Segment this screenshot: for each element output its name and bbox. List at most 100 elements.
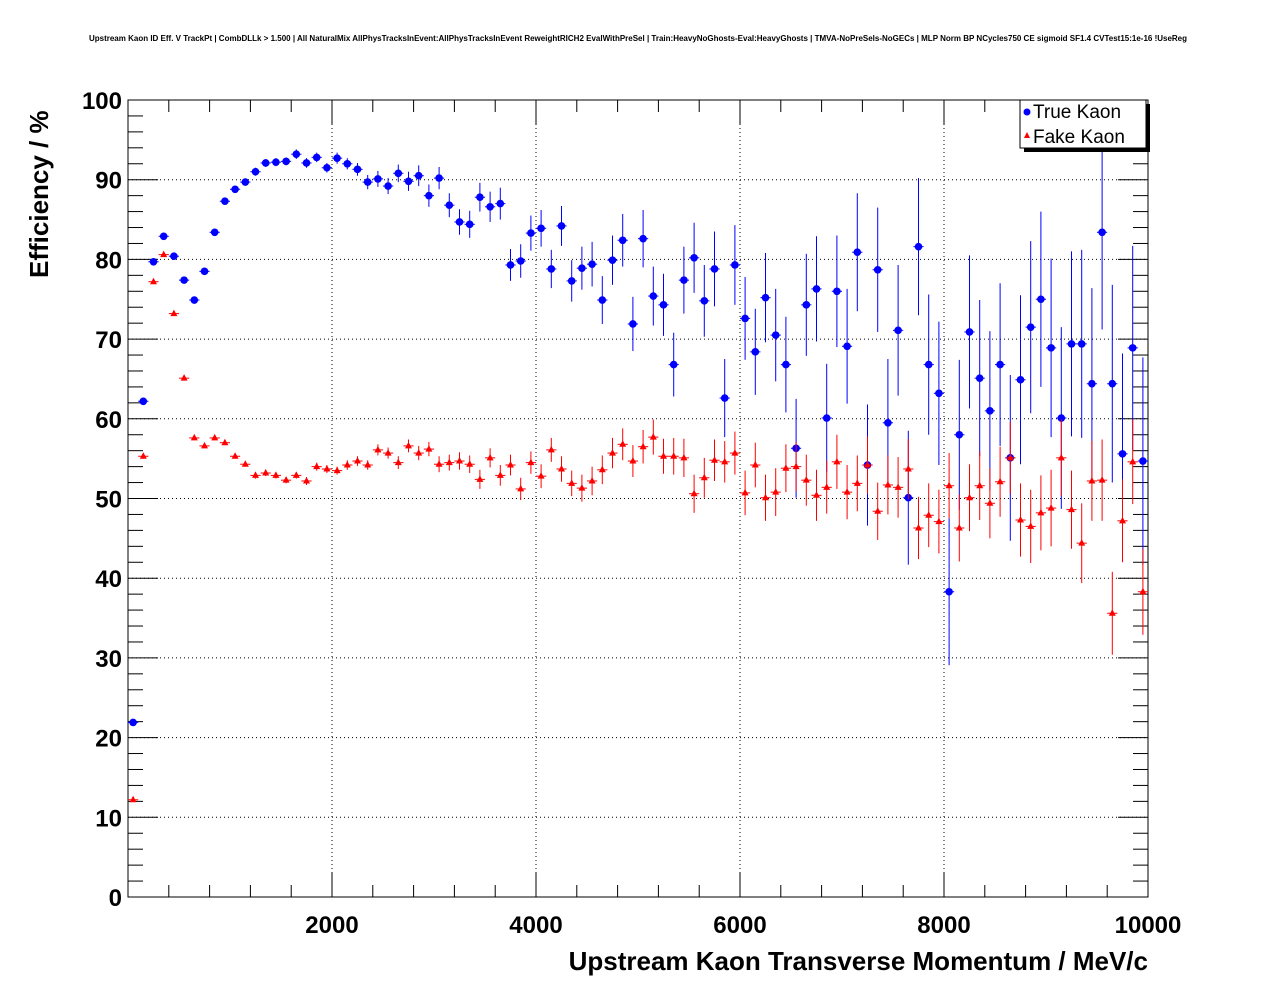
data-point (261, 159, 270, 167)
data-point (670, 452, 678, 459)
data-point (1037, 295, 1045, 304)
data-point (1128, 344, 1137, 352)
data-point (231, 452, 239, 459)
data-point (282, 157, 290, 166)
data-point (945, 587, 953, 596)
data-point (1108, 379, 1117, 388)
grid (128, 100, 1148, 897)
data-point (996, 477, 1004, 485)
data-point (252, 471, 259, 478)
data-point (700, 297, 709, 305)
y-tick-label: 70 (95, 327, 122, 354)
data-point (313, 462, 321, 470)
data-point (363, 178, 372, 186)
data-point (609, 449, 616, 456)
data-point (190, 433, 198, 441)
series-fake-kaon (128, 250, 1148, 803)
data-point (415, 449, 423, 456)
data-point (660, 452, 667, 459)
data-point (455, 218, 464, 226)
data-point (333, 154, 341, 162)
data-point (292, 150, 301, 158)
data-point (578, 484, 586, 491)
data-point (159, 232, 168, 241)
data-point (659, 301, 668, 309)
data-point (639, 442, 647, 450)
data-point (782, 464, 790, 471)
y-tick-label: 50 (95, 487, 122, 514)
data-point (303, 476, 310, 484)
data-point (180, 276, 188, 284)
data-point (394, 169, 403, 178)
data-point (405, 441, 412, 449)
data-point (323, 465, 331, 472)
data-point (904, 465, 912, 472)
data-point (527, 229, 535, 237)
data-point (200, 267, 209, 276)
data-point (935, 517, 943, 525)
data-point (1088, 476, 1096, 484)
y-tick-label: 80 (95, 247, 122, 274)
data-point (374, 445, 382, 453)
data-point (986, 499, 994, 506)
legend-true-kaon-label: True Kaon (1033, 102, 1121, 123)
data-point (1017, 516, 1024, 523)
data-point (312, 153, 321, 162)
data-point (364, 461, 372, 468)
data-point (456, 457, 463, 464)
y-axis-label: Efficiency / % (24, 110, 54, 278)
data-point (333, 466, 341, 474)
data-point (720, 394, 729, 402)
data-point (1119, 516, 1126, 524)
legend: True Kaon Fake Kaon (1019, 99, 1150, 152)
data-point (822, 414, 831, 422)
data-point (354, 457, 361, 464)
y-tick-label: 40 (95, 566, 122, 593)
data-point (761, 293, 770, 302)
data-point (710, 265, 719, 273)
data-point (955, 430, 964, 439)
y-tick-label: 100 (82, 88, 122, 115)
data-point (925, 511, 933, 518)
data-point (884, 480, 892, 488)
data-point (343, 159, 352, 168)
data-point (711, 456, 718, 463)
data-point (843, 342, 851, 351)
data-point (1067, 340, 1076, 348)
data-point (1129, 457, 1137, 465)
data-point (323, 163, 331, 172)
legend-true-kaon-marker (1023, 108, 1031, 116)
data-point (1139, 457, 1147, 465)
legend-fake-kaon-marker (1024, 132, 1030, 138)
data-point (588, 476, 596, 484)
data-point (598, 465, 606, 473)
data-point (751, 348, 760, 356)
data-point (914, 242, 923, 251)
data-point (802, 301, 811, 309)
data-point (741, 488, 749, 496)
data-point (700, 473, 708, 481)
data-point (139, 397, 148, 406)
data-point (1108, 609, 1116, 616)
data-point (201, 441, 208, 449)
data-point (384, 182, 392, 190)
data-point (649, 292, 658, 300)
data-point (812, 285, 821, 293)
data-point (802, 476, 810, 483)
data-point (302, 159, 311, 167)
data-point (996, 360, 1004, 369)
data-point (731, 261, 739, 269)
data-point (507, 461, 514, 468)
data-point (618, 236, 627, 245)
data-point (567, 277, 576, 285)
data-point (680, 276, 688, 284)
x-tick-label: 6000 (713, 912, 766, 939)
x-axis-label: Upstream Kaon Transverse Momentum / MeV/… (569, 946, 1148, 976)
data-point (965, 328, 974, 336)
data-point (129, 718, 137, 727)
data-point (292, 471, 300, 478)
data-point (1068, 505, 1075, 513)
data-point (170, 252, 178, 261)
data-point (1088, 379, 1096, 388)
y-tick-label: 90 (95, 168, 122, 195)
